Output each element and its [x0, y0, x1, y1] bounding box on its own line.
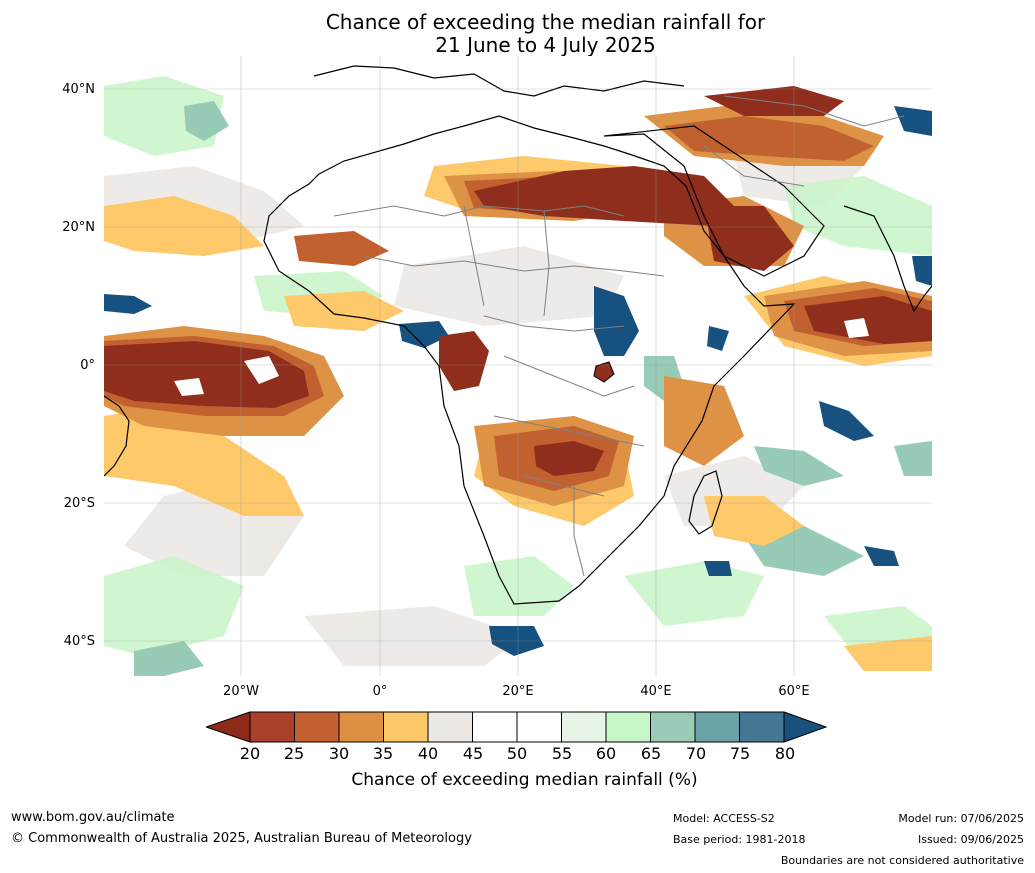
africa-coastline — [263, 115, 796, 605]
colorbar-extend-high — [783, 711, 828, 743]
colorbar-segment — [650, 711, 696, 743]
europe-coastline — [313, 65, 685, 97]
colorbar-tick: 30 — [328, 744, 350, 763]
lat-label-20s: 20°S — [63, 496, 95, 511]
colorbar-tick: 60 — [595, 744, 617, 763]
lon-label-40e: 40°E — [640, 684, 672, 699]
neutral-pockets — [174, 318, 869, 396]
lat-label-40s: 40°S — [63, 634, 95, 649]
colorbar-tick: 55 — [551, 744, 573, 763]
lon-label-0: 0° — [372, 684, 388, 699]
lon-label-20e: 20°E — [502, 684, 534, 699]
lat-label-20n: 20°N — [62, 220, 95, 235]
colorbar-segment — [472, 711, 518, 743]
arabia-coastline — [603, 125, 825, 277]
colorbar-extend-low — [206, 711, 251, 743]
model-run-date: Model run: 07/06/2025 — [898, 812, 1024, 825]
lat-label-40n: 40°N — [62, 82, 95, 97]
rainfall-map — [104, 56, 932, 676]
lon-label-60e: 60°E — [778, 684, 810, 699]
madagascar-coastline — [688, 470, 723, 535]
colorbar-tick: 25 — [283, 744, 305, 763]
colorbar-tick: 35 — [372, 744, 394, 763]
colorbar-tick: 45 — [462, 744, 484, 763]
boundaries-disclaimer: Boundaries are not considered authoritat… — [780, 854, 1024, 867]
colorbar — [206, 711, 828, 743]
colorbar-segment — [516, 711, 562, 743]
model-name: Model: ACCESS-S2 — [673, 812, 775, 825]
colorbar-tick: 80 — [774, 744, 796, 763]
copyright-text: © Commonwealth of Australia 2025, Austra… — [11, 831, 472, 846]
south-america-coastline — [104, 395, 130, 477]
colorbar-tick: 40 — [417, 744, 439, 763]
base-period: Base period: 1981-2018 — [673, 833, 806, 846]
colorbar-tick: 75 — [729, 744, 751, 763]
very-wet-regions — [104, 106, 932, 656]
graticule — [104, 56, 932, 676]
colorbar-tick: 70 — [685, 744, 707, 763]
colorbar-tick: 50 — [506, 744, 528, 763]
india-coastline — [843, 205, 932, 313]
lake-victoria — [593, 361, 615, 383]
colorbar-segment — [338, 711, 384, 743]
issued-date: Issued: 09/06/2025 — [917, 833, 1024, 846]
colorbar-segment — [739, 711, 785, 743]
colorbar-segment — [561, 711, 607, 743]
colorbar-label: Chance of exceeding median rainfall (%) — [351, 770, 698, 790]
colorbar-segment — [694, 711, 740, 743]
colorbar-segment — [427, 711, 473, 743]
colorbar-tick: 20 — [239, 744, 261, 763]
map-title-line2: 21 June to 4 July 2025 — [435, 33, 656, 57]
rainfall-map-svg — [104, 56, 932, 676]
colorbar-segment — [605, 711, 651, 743]
colorbar-segment — [249, 711, 295, 743]
country-borders — [333, 95, 905, 577]
colorbar-segment — [294, 711, 340, 743]
lat-label-0: 0° — [80, 358, 95, 373]
colorbar-segment — [383, 711, 429, 743]
website-link[interactable]: www.bom.gov.au/climate — [11, 810, 175, 825]
very-dry-regions — [104, 86, 932, 476]
map-title-line1: Chance of exceeding the median rainfall … — [325, 10, 766, 34]
colorbar-tick: 65 — [640, 744, 662, 763]
lon-label-20w: 20°W — [223, 684, 259, 699]
